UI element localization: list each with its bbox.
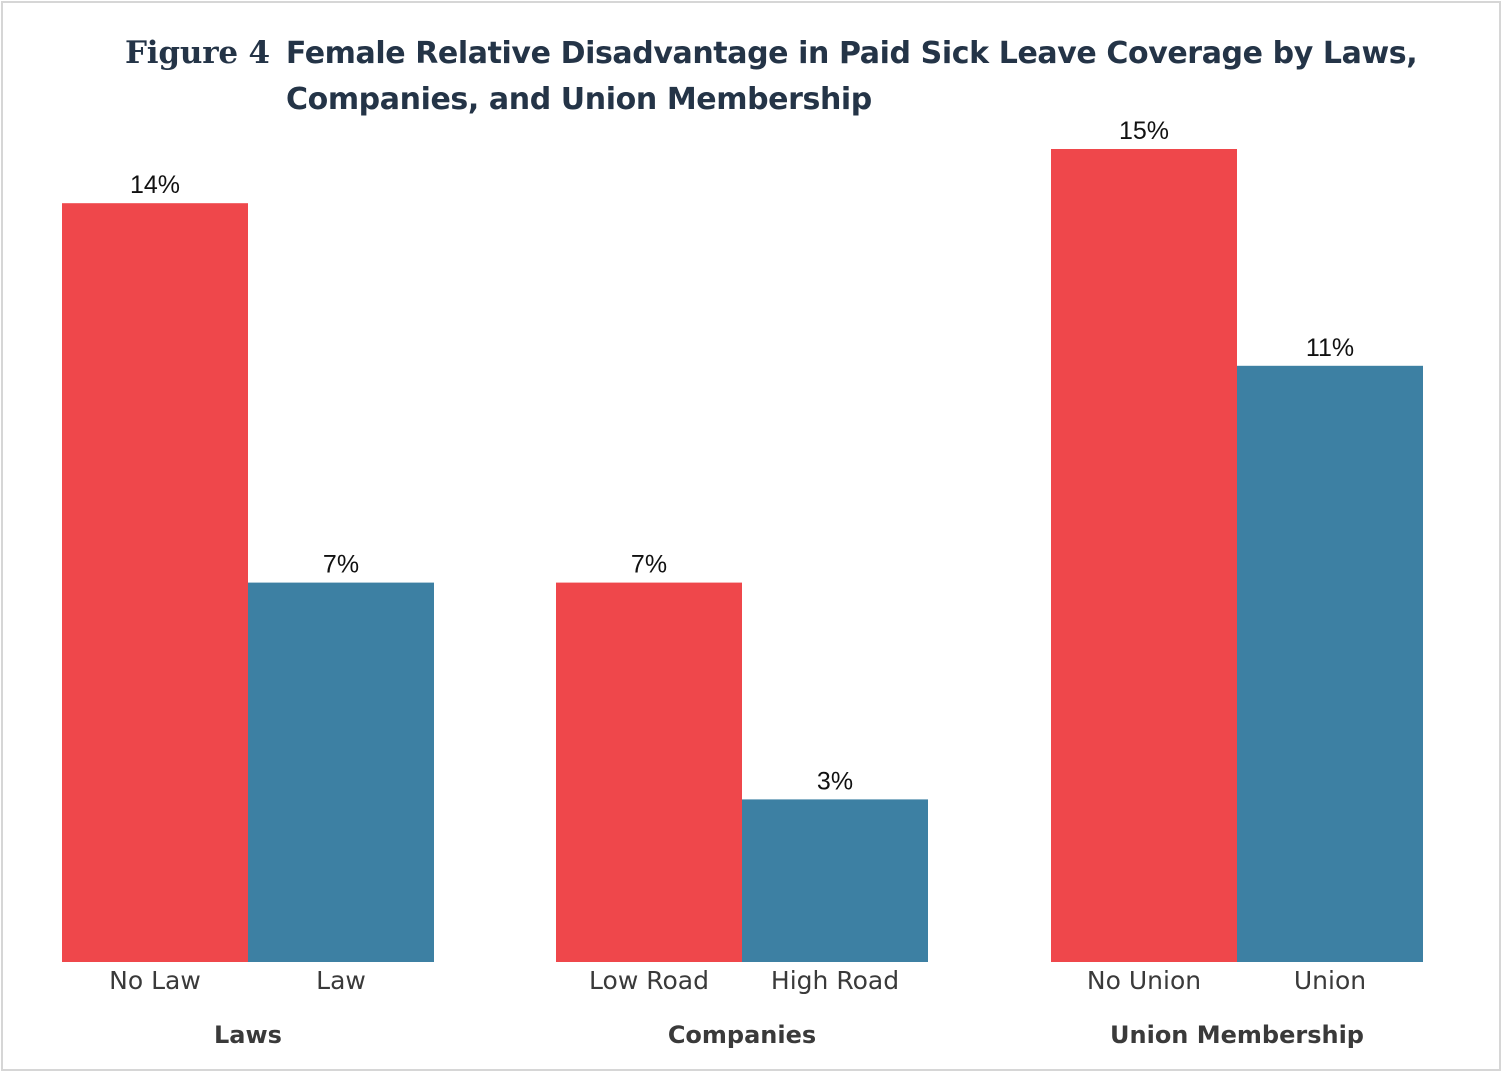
value-label-high-road: 3%	[817, 767, 853, 795]
title-line-1: Female Relative Disadvantage in Paid Sic…	[285, 36, 1418, 71]
tick-label-union: Union	[1294, 966, 1366, 995]
group-label-companies: Companies	[668, 1021, 816, 1049]
value-label-union: 11%	[1306, 334, 1354, 362]
title-line-2: Companies, and Union Membership	[286, 82, 872, 117]
group-label-union-membership: Union Membership	[1110, 1021, 1364, 1049]
tick-label-no-union: No Union	[1087, 966, 1201, 995]
group-label-laws: Laws	[214, 1021, 282, 1049]
tick-label-high-road: High Road	[771, 966, 899, 995]
value-label-no-union: 15%	[1119, 117, 1169, 145]
bar-law	[248, 582, 434, 962]
chart-title: Figure 4 Female Relative Disadvantage in …	[125, 30, 1418, 123]
bar-high-road	[742, 799, 928, 962]
tick-label-no-law: No Law	[109, 966, 201, 995]
value-label-law: 7%	[323, 551, 359, 579]
tick-label-low-road: Low Road	[589, 966, 709, 995]
value-label-no-law: 14%	[130, 171, 180, 199]
bar-no-law	[62, 203, 248, 962]
tick-label-law: Law	[316, 966, 366, 995]
bar-no-union	[1051, 149, 1237, 962]
bar-low-road	[556, 582, 742, 962]
figure-label: Figure 4	[125, 35, 270, 71]
bar-union	[1237, 365, 1423, 962]
value-label-low-road: 7%	[631, 551, 667, 579]
